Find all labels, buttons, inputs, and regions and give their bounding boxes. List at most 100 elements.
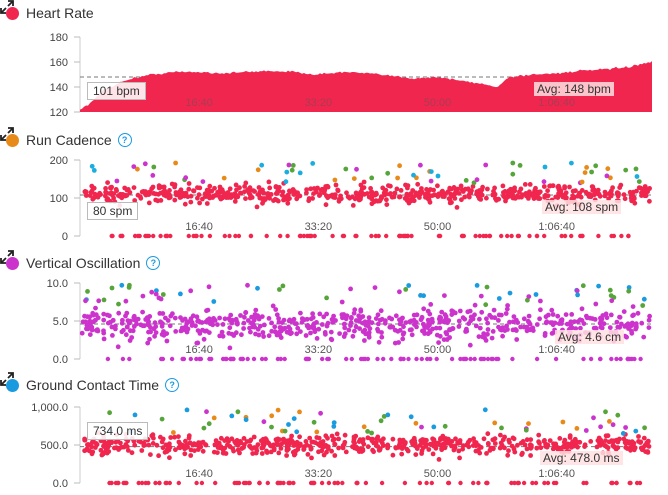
ground-contact-time-point — [206, 421, 212, 427]
ground-contact-time-point — [198, 442, 203, 448]
ground-contact-time-point — [235, 409, 241, 415]
ground-contact-time-point — [481, 436, 487, 442]
ground-contact-time-point — [515, 442, 520, 448]
ground-contact-time-point — [603, 409, 608, 415]
heart-rate-panel: Heart Rate 120 140 160 180 16:40 33:20 50:00 1:… — [0, 0, 668, 123]
y-tick-label: 100 — [50, 193, 68, 205]
vertical-oscillation-point — [179, 325, 185, 331]
vertical-oscillation-point — [127, 318, 133, 324]
run-cadence-point — [354, 233, 359, 239]
vertical-oscillation-point — [243, 310, 249, 315]
vertical-oscillation-point — [360, 329, 366, 334]
ground-contact-time-point — [259, 451, 265, 456]
y-tick-label: 10.0 — [47, 278, 68, 290]
vertical-oscillation-point — [124, 310, 130, 316]
run-cadence-chart[interactable]: 0 100 200 16:40 33:20 50:00 1:06:40 — [0, 127, 668, 250]
run-cadence-point — [477, 196, 482, 202]
run-cadence-point — [428, 169, 434, 174]
vertical-oscillation-help-icon[interactable]: ? — [146, 256, 161, 270]
vertical-oscillation-point — [434, 356, 439, 362]
y-tick-label: 1,000.0 — [31, 402, 68, 414]
run-cadence-point — [404, 193, 410, 199]
run-cadence-point — [608, 193, 614, 199]
heart-rate-chart[interactable]: 12014016018016:4033:2050:001:06:4016:403… — [0, 0, 668, 123]
ground-contact-time-expand-icon[interactable] — [0, 372, 14, 386]
ground-contact-time-point — [107, 480, 112, 486]
ground-contact-time-point — [378, 418, 384, 424]
ground-contact-time-point — [492, 436, 498, 442]
run-cadence-point — [261, 198, 266, 204]
run-cadence-point — [542, 233, 547, 239]
vertical-oscillation-point — [438, 318, 444, 324]
vertical-oscillation-point — [101, 330, 107, 336]
vertical-oscillation-point — [245, 356, 250, 362]
ground-contact-time-point — [614, 480, 619, 486]
vertical-oscillation-point — [467, 342, 473, 348]
run-cadence-point — [369, 175, 375, 181]
ground-contact-time-point — [100, 451, 106, 457]
run-cadence-point — [332, 177, 338, 183]
run-cadence-expand-icon[interactable] — [0, 127, 14, 141]
x-tick-label: 16:40 — [185, 97, 213, 109]
run-cadence-point — [368, 186, 373, 191]
vertical-oscillation-point — [123, 298, 129, 304]
ground-contact-time-point — [301, 447, 307, 452]
ground-contact-time-point — [235, 447, 241, 453]
ground-contact-time-point — [458, 480, 463, 486]
y-tick-label: 140 — [50, 82, 68, 94]
run-cadence-point — [297, 233, 303, 239]
x-tick-label: 1:06:40 — [538, 344, 575, 356]
vertical-oscillation-point — [146, 329, 151, 335]
ground-contact-time-point — [146, 442, 152, 448]
vertical-oscillation-point — [621, 309, 627, 314]
ground-contact-time-point — [255, 442, 261, 447]
run-cadence-help-icon[interactable]: ? — [117, 133, 132, 147]
vertical-oscillation-point — [403, 287, 409, 292]
ground-contact-time-point — [250, 451, 256, 456]
ground-contact-time-point — [621, 436, 627, 442]
vertical-oscillation-point — [458, 356, 463, 362]
ground-contact-time-point — [334, 431, 340, 437]
run-cadence-point — [409, 233, 414, 239]
run-cadence-point — [233, 182, 239, 188]
vertical-oscillation-point — [365, 320, 370, 326]
run-cadence-point — [454, 186, 459, 192]
ground-contact-time-point — [434, 441, 439, 447]
vertical-oscillation-point — [510, 319, 516, 325]
run-cadence-point — [647, 198, 652, 204]
ground-contact-time-point — [278, 446, 284, 451]
x-tick-label: 16:40 — [185, 221, 213, 233]
vertical-oscillation-point — [581, 321, 587, 326]
run-cadence-point — [185, 194, 191, 200]
vertical-oscillation-point — [407, 327, 413, 333]
vertical-oscillation-point — [398, 356, 403, 362]
vertical-oscillation-point — [437, 333, 443, 339]
run-cadence-point — [111, 195, 116, 201]
run-cadence-point — [127, 190, 133, 195]
vertical-oscillation-point — [525, 297, 530, 303]
ground-contact-time-point — [254, 448, 260, 454]
ground-contact-time-point — [184, 407, 190, 413]
ground-contact-time-help-icon[interactable]: ? — [165, 378, 180, 392]
run-cadence-point — [312, 233, 317, 239]
heart-rate-expand-icon[interactable] — [0, 0, 14, 14]
vertical-oscillation-point — [241, 320, 247, 326]
ground-contact-time-point — [188, 447, 194, 453]
ground-contact-time-chart[interactable]: 0.0 500.0 1,000.0 16:40 33:20 50:00 1:06:40 — [0, 372, 668, 495]
vertical-oscillation-point — [356, 319, 362, 324]
run-cadence-point — [480, 184, 485, 190]
vertical-oscillation-point — [308, 330, 313, 336]
ground-contact-time-point — [509, 443, 515, 449]
ground-contact-time-point — [499, 425, 504, 431]
vertical-oscillation-expand-icon[interactable] — [0, 250, 14, 264]
run-cadence-point — [384, 202, 390, 207]
ground-contact-time-point — [374, 436, 380, 442]
run-cadence-point — [350, 203, 356, 208]
vertical-oscillation-point — [312, 329, 318, 335]
vertical-oscillation-chart[interactable]: 0.0 5.0 10.0 16:40 33:20 50:00 1:06:40 — [0, 250, 668, 373]
vertical-oscillation-point — [323, 331, 328, 337]
ground-contact-time-point — [260, 436, 266, 442]
vertical-oscillation-point — [489, 335, 495, 341]
vertical-oscillation-point — [348, 315, 354, 321]
ground-contact-time-point — [636, 434, 641, 439]
